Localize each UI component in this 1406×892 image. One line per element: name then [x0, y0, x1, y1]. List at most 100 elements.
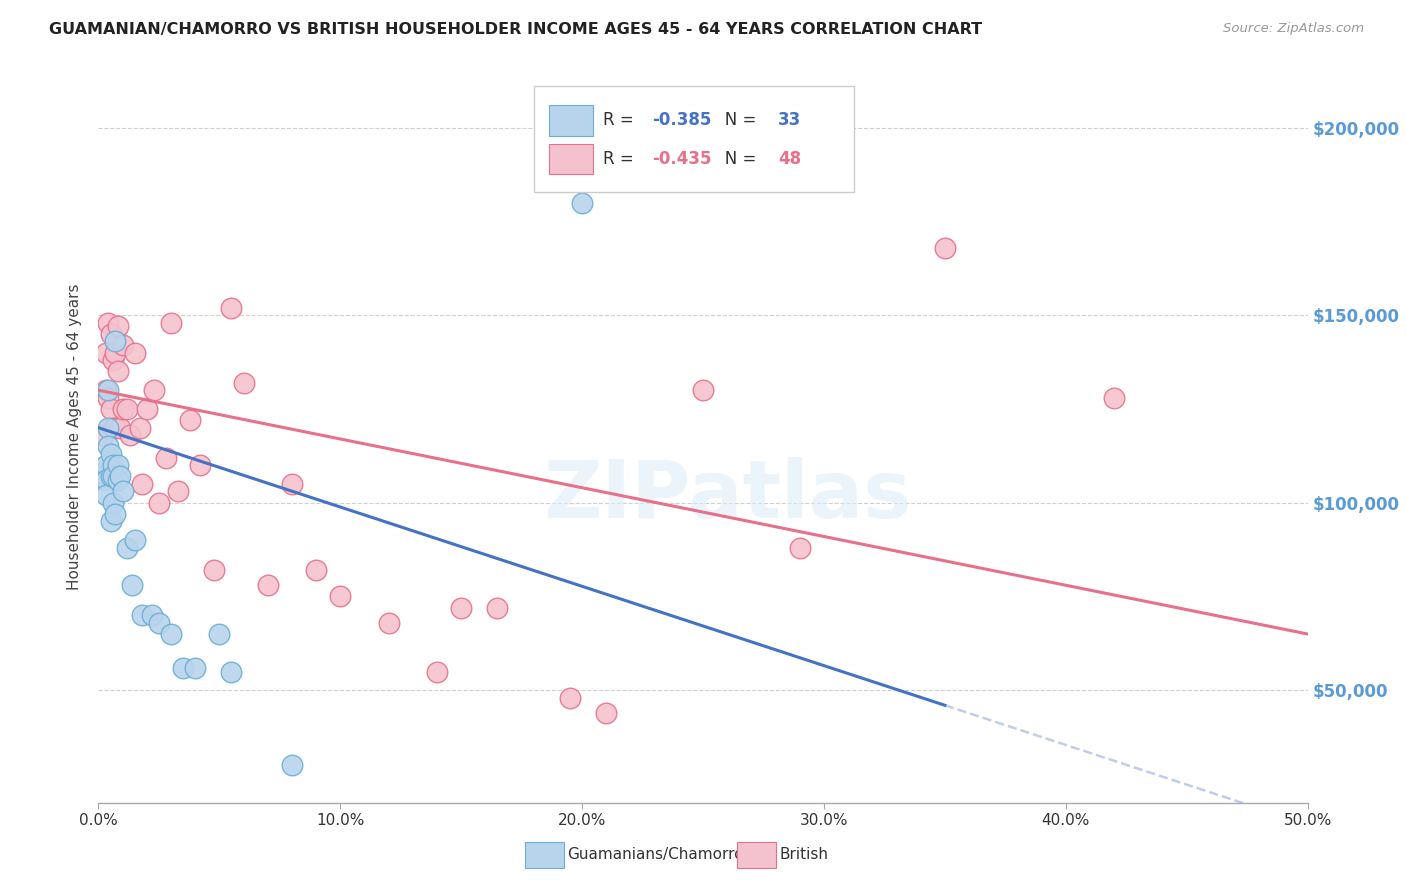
Point: [692, 383, 714, 397]
Point: [104, 420, 127, 434]
Point: [172, 661, 194, 675]
Point: [148, 615, 170, 630]
Point: [329, 590, 352, 604]
Point: [131, 477, 153, 491]
Point: [208, 627, 231, 641]
Point: [104, 334, 127, 349]
Point: [107, 473, 129, 487]
Point: [107, 458, 129, 473]
Point: [135, 401, 157, 416]
Point: [305, 563, 328, 577]
Point: [104, 345, 127, 359]
Point: [100, 401, 122, 416]
Point: [141, 608, 163, 623]
Point: [117, 541, 139, 555]
Point: [104, 507, 127, 521]
Point: [232, 376, 254, 390]
Point: [117, 401, 139, 416]
Text: N =: N =: [709, 112, 762, 129]
Point: [128, 420, 150, 434]
FancyBboxPatch shape: [737, 841, 776, 868]
Text: R =: R =: [603, 112, 638, 129]
Point: [101, 353, 124, 368]
Point: [91, 469, 114, 483]
Point: [789, 541, 811, 555]
Point: [281, 477, 304, 491]
Point: [94, 458, 117, 473]
Point: [94, 488, 117, 502]
Point: [155, 450, 177, 465]
Point: [281, 758, 304, 772]
Point: [167, 484, 190, 499]
Text: -0.435: -0.435: [652, 150, 711, 168]
Point: [221, 665, 243, 679]
Point: [90, 466, 112, 480]
Point: [100, 469, 122, 483]
Point: [1188, 826, 1211, 840]
Text: N =: N =: [709, 150, 762, 168]
Text: GUAMANIAN/CHAMORRO VS BRITISH HOUSEHOLDER INCOME AGES 45 - 64 YEARS CORRELATION : GUAMANIAN/CHAMORRO VS BRITISH HOUSEHOLDE…: [49, 22, 983, 37]
Point: [97, 391, 120, 405]
Point: [100, 447, 122, 461]
Point: [256, 578, 278, 592]
Point: [934, 241, 956, 255]
Point: [204, 563, 226, 577]
Point: [1102, 391, 1125, 405]
Point: [101, 496, 124, 510]
Point: [160, 316, 183, 330]
Point: [188, 458, 211, 473]
Point: [1223, 826, 1246, 840]
Point: [571, 195, 593, 210]
Point: [221, 301, 243, 315]
Point: [100, 515, 122, 529]
Point: [121, 578, 143, 592]
Text: Guamanians/Chamorros: Guamanians/Chamorros: [568, 847, 752, 863]
Y-axis label: Householder Income Ages 45 - 64 years: Householder Income Ages 45 - 64 years: [67, 284, 83, 591]
FancyBboxPatch shape: [534, 86, 855, 192]
Point: [131, 608, 153, 623]
Text: 33: 33: [778, 112, 801, 129]
Point: [118, 428, 141, 442]
Point: [101, 420, 124, 434]
Point: [184, 661, 207, 675]
Point: [124, 345, 146, 359]
Point: [97, 383, 120, 397]
Point: [377, 615, 399, 630]
Point: [94, 383, 117, 397]
Point: [97, 440, 120, 454]
Point: [111, 401, 134, 416]
Point: [426, 665, 449, 679]
Point: [143, 383, 166, 397]
Point: [94, 345, 117, 359]
Point: [111, 484, 134, 499]
Point: [595, 706, 617, 720]
FancyBboxPatch shape: [550, 144, 593, 175]
Point: [111, 338, 134, 352]
Point: [160, 627, 183, 641]
FancyBboxPatch shape: [526, 841, 564, 868]
Point: [124, 533, 146, 548]
Point: [179, 413, 201, 427]
Text: British: British: [779, 847, 828, 863]
Point: [91, 428, 114, 442]
Point: [101, 458, 124, 473]
Point: [101, 469, 124, 483]
Point: [100, 326, 122, 341]
Text: -0.385: -0.385: [652, 112, 711, 129]
Text: 48: 48: [778, 150, 801, 168]
Point: [450, 600, 472, 615]
Point: [486, 600, 509, 615]
Point: [107, 364, 129, 378]
Point: [108, 420, 131, 434]
Point: [94, 473, 117, 487]
Point: [558, 690, 581, 705]
Point: [97, 420, 120, 434]
FancyBboxPatch shape: [550, 105, 593, 136]
Point: [97, 316, 120, 330]
Point: [148, 496, 170, 510]
Point: [107, 319, 129, 334]
Text: R =: R =: [603, 150, 638, 168]
Point: [108, 469, 131, 483]
Text: Source: ZipAtlas.com: Source: ZipAtlas.com: [1223, 22, 1364, 36]
Text: ZIPatlas: ZIPatlas: [543, 457, 911, 534]
